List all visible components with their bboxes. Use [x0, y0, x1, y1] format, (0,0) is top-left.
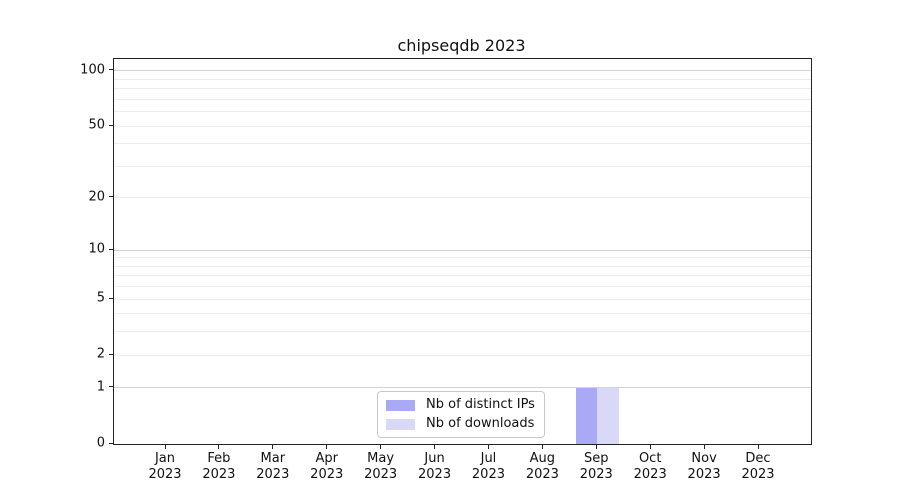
gridline-minor	[114, 331, 811, 333]
x-tick-year: 2023	[256, 467, 290, 482]
gridline-minor	[114, 286, 811, 288]
y-tick-mark	[109, 248, 113, 250]
gridline-minor	[114, 313, 811, 315]
x-tick-month: Oct	[638, 451, 662, 466]
x-tick-mark	[541, 445, 543, 449]
x-tick-year: 2023	[525, 467, 559, 482]
x-tick-month: Dec	[745, 451, 771, 466]
x-tick-month: Jan	[154, 451, 176, 466]
x-tick-label: Jul 2023	[472, 451, 505, 483]
x-tick-month: May	[367, 451, 395, 466]
x-tick-year: 2023	[741, 467, 775, 482]
gridline-minor	[114, 143, 811, 145]
x-tick-year: 2023	[148, 467, 182, 482]
gridline-major	[114, 70, 811, 72]
gridline-minor	[114, 197, 811, 199]
x-tick-year: 2023	[418, 467, 452, 482]
y-tick-mark	[109, 124, 113, 126]
plot-area: Nb of distinct IPs Nb of downloads	[113, 58, 812, 445]
x-tick-month: Nov	[691, 451, 717, 466]
x-tick-mark	[326, 445, 328, 449]
x-tick-label: Jun 2023	[418, 451, 451, 483]
x-tick-label: Aug 2023	[526, 451, 559, 483]
x-tick-year: 2023	[471, 467, 505, 482]
chart-title: chipseqdb 2023	[397, 36, 526, 55]
y-tick-label: 50	[88, 117, 105, 133]
y-tick-mark	[109, 353, 113, 355]
gridline-minor	[114, 111, 811, 113]
x-tick-label: May 2023	[364, 451, 397, 483]
y-tick-mark	[109, 442, 113, 444]
x-tick-mark	[595, 445, 597, 449]
x-tick-month: Aug	[529, 451, 556, 466]
x-tick-mark	[487, 445, 489, 449]
x-tick-month: Jun	[424, 451, 445, 466]
x-tick-mark	[380, 445, 382, 449]
legend-item: Nb of downloads	[386, 416, 535, 432]
gridline-minor	[114, 257, 811, 259]
x-tick-month: Sep	[584, 451, 609, 466]
legend: Nb of distinct IPs Nb of downloads	[377, 391, 545, 438]
y-tick-label: 100	[80, 62, 105, 78]
gridline-major	[114, 249, 811, 251]
x-tick-month: Feb	[207, 451, 231, 466]
gridline-minor	[114, 354, 811, 356]
gridline-minor	[114, 125, 811, 127]
x-tick-year: 2023	[202, 467, 236, 482]
x-tick-year: 2023	[633, 467, 667, 482]
y-tick-mark	[109, 297, 113, 299]
x-tick-label: Feb 2023	[202, 451, 235, 483]
x-tick-month: Apr	[315, 451, 338, 466]
legend-label: Nb of distinct IPs	[426, 397, 535, 412]
gridline-minor	[114, 298, 811, 300]
x-tick-mark	[218, 445, 220, 449]
gridline-minor	[114, 88, 811, 90]
x-tick-label: Sep 2023	[580, 451, 613, 483]
x-tick-mark	[757, 445, 759, 449]
legend-swatch	[386, 399, 415, 411]
legend-label: Nb of downloads	[426, 416, 535, 431]
x-tick-mark	[272, 445, 274, 449]
gridline-minor	[114, 265, 811, 267]
x-tick-year: 2023	[364, 467, 398, 482]
gridline-minor	[114, 165, 811, 167]
x-tick-label: Oct 2023	[634, 451, 667, 483]
bar-nb-of-downloads	[597, 387, 619, 444]
x-tick-mark	[164, 445, 166, 449]
x-tick-month: Jul	[480, 451, 497, 466]
y-tick-mark	[109, 196, 113, 198]
gridline-minor	[114, 98, 811, 100]
gridline-minor	[114, 78, 811, 80]
x-tick-mark	[703, 445, 705, 449]
bar-nb-of-distinct-ips	[575, 387, 598, 444]
x-tick-year: 2023	[687, 467, 721, 482]
x-tick-label: Dec 2023	[741, 451, 774, 483]
y-tick-mark	[109, 386, 113, 388]
legend-item: Nb of distinct IPs	[386, 397, 535, 413]
x-tick-year: 2023	[310, 467, 344, 482]
gridline-major	[114, 387, 811, 389]
legend-swatch	[386, 418, 415, 430]
y-tick-label: 20	[88, 189, 105, 205]
x-tick-label: Mar 2023	[256, 451, 289, 483]
y-tick-label: 1	[96, 379, 105, 395]
x-tick-month: Mar	[260, 451, 286, 466]
x-tick-mark	[649, 445, 651, 449]
y-tick-label: 2	[96, 346, 105, 362]
gridline-minor	[114, 275, 811, 277]
x-tick-mark	[434, 445, 436, 449]
x-tick-label: Jan 2023	[148, 451, 181, 483]
y-tick-mark	[109, 69, 113, 71]
y-tick-label: 10	[88, 241, 105, 257]
x-tick-label: Nov 2023	[688, 451, 721, 483]
y-tick-label: 0	[96, 435, 105, 451]
y-tick-label: 5	[96, 290, 105, 306]
x-tick-year: 2023	[579, 467, 613, 482]
x-tick-label: Apr 2023	[310, 451, 343, 483]
